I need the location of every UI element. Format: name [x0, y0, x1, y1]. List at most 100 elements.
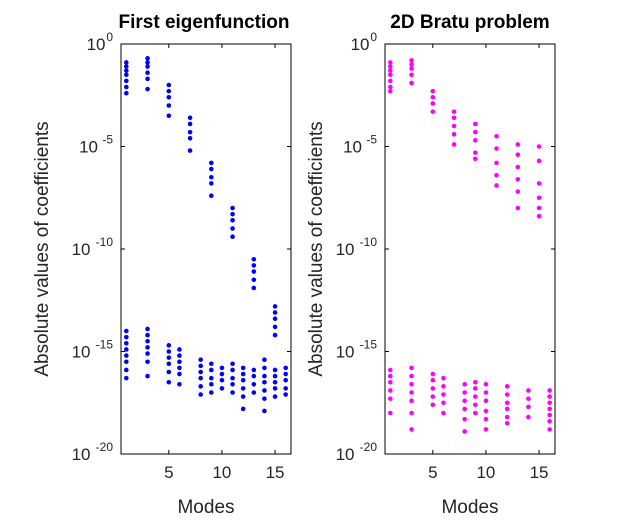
y-axis-label: Absolute values of coefficients	[32, 121, 53, 376]
y-tick-label-base: 10	[72, 445, 91, 464]
data-point	[483, 416, 489, 422]
data-point	[251, 390, 257, 395]
data-point	[251, 382, 257, 387]
y-tick-label-base: 10	[72, 240, 91, 259]
data-point	[515, 189, 521, 194]
data-point	[230, 375, 235, 381]
panel-first-eigenfunction: First eigenfunction Absolute values of c…	[32, 12, 292, 518]
data-point	[124, 353, 129, 358]
y-tick-label: 10 -20	[336, 440, 378, 464]
data-point	[209, 166, 214, 172]
data-point	[177, 365, 182, 371]
data-point	[283, 371, 288, 377]
data-point	[124, 341, 129, 346]
data-point	[272, 304, 278, 309]
data-point	[124, 68, 129, 73]
data-point	[230, 205, 235, 211]
data-point	[262, 373, 267, 379]
data-point	[494, 133, 499, 139]
data-point	[409, 390, 414, 395]
data-point	[272, 310, 278, 315]
y-tick-label: 10 -10	[336, 235, 378, 259]
y-tick-label-base: 10	[343, 138, 362, 157]
data-point	[441, 392, 446, 397]
data-point	[230, 361, 235, 367]
data-point	[388, 388, 393, 393]
data-point	[198, 369, 203, 375]
data-point	[473, 138, 478, 143]
data-point	[262, 365, 267, 371]
y-tick-label: 10 -15	[72, 338, 114, 362]
data-point	[504, 420, 510, 426]
data-point	[230, 234, 235, 239]
chart-title: First eigenfunction	[119, 12, 290, 33]
data-point	[187, 115, 193, 121]
data-point	[473, 410, 478, 416]
chart-title: 2D Bratu problem	[390, 12, 549, 33]
data-point	[430, 402, 436, 408]
data-point	[198, 357, 203, 363]
data-point	[219, 377, 225, 383]
data-point	[473, 150, 478, 155]
data-point	[462, 416, 467, 422]
data-point	[547, 412, 552, 418]
data-point	[473, 379, 478, 385]
data-point	[388, 78, 393, 84]
data-point	[473, 402, 478, 408]
data-point	[166, 379, 172, 385]
data-point	[409, 58, 414, 63]
data-point	[198, 392, 203, 397]
x-tick-label: 10	[212, 463, 231, 482]
data-point	[262, 379, 267, 385]
data-point	[240, 406, 246, 412]
data-point	[124, 90, 129, 96]
data-point	[430, 394, 436, 399]
data-point	[272, 379, 278, 385]
data-point	[494, 160, 499, 166]
y-tick-label-exponent: -10	[360, 235, 378, 249]
data-point	[251, 373, 257, 379]
data-point	[483, 408, 489, 414]
x-axis-label: Modes	[177, 497, 234, 518]
data-point	[209, 160, 214, 166]
data-point	[388, 72, 393, 78]
data-point	[166, 82, 172, 88]
data-point	[219, 386, 225, 391]
data-point	[187, 136, 193, 141]
data-point	[473, 156, 478, 162]
data-point	[547, 388, 552, 393]
data-point	[388, 410, 393, 416]
data-points	[388, 58, 552, 434]
data-point	[473, 386, 478, 391]
data-point	[145, 70, 150, 75]
data-point	[388, 64, 393, 69]
data-point	[441, 384, 446, 389]
data-point	[504, 406, 510, 412]
data-point	[145, 56, 150, 61]
data-point	[145, 86, 150, 92]
data-point	[494, 183, 499, 188]
data-point	[515, 164, 521, 170]
data-point	[177, 347, 182, 352]
data-point	[145, 64, 150, 69]
data-point	[251, 256, 257, 262]
x-tick-label: 15	[266, 463, 285, 482]
data-point	[526, 396, 531, 401]
y-tick-label-exponent: -5	[366, 133, 377, 147]
data-point	[409, 373, 414, 379]
y-axis-label: Absolute values of coefficients	[306, 121, 327, 376]
data-point	[124, 359, 129, 365]
data-point	[262, 388, 267, 393]
data-point	[145, 326, 150, 332]
data-point	[451, 142, 457, 147]
data-point	[124, 78, 129, 84]
data-point	[483, 427, 489, 432]
data-point	[430, 109, 436, 114]
data-point	[451, 123, 457, 129]
x-tick-label: 10	[476, 463, 495, 482]
data-point	[504, 414, 510, 420]
data-point	[515, 177, 521, 182]
y-tick-label-base: 10	[336, 343, 355, 362]
data-point	[166, 95, 172, 100]
